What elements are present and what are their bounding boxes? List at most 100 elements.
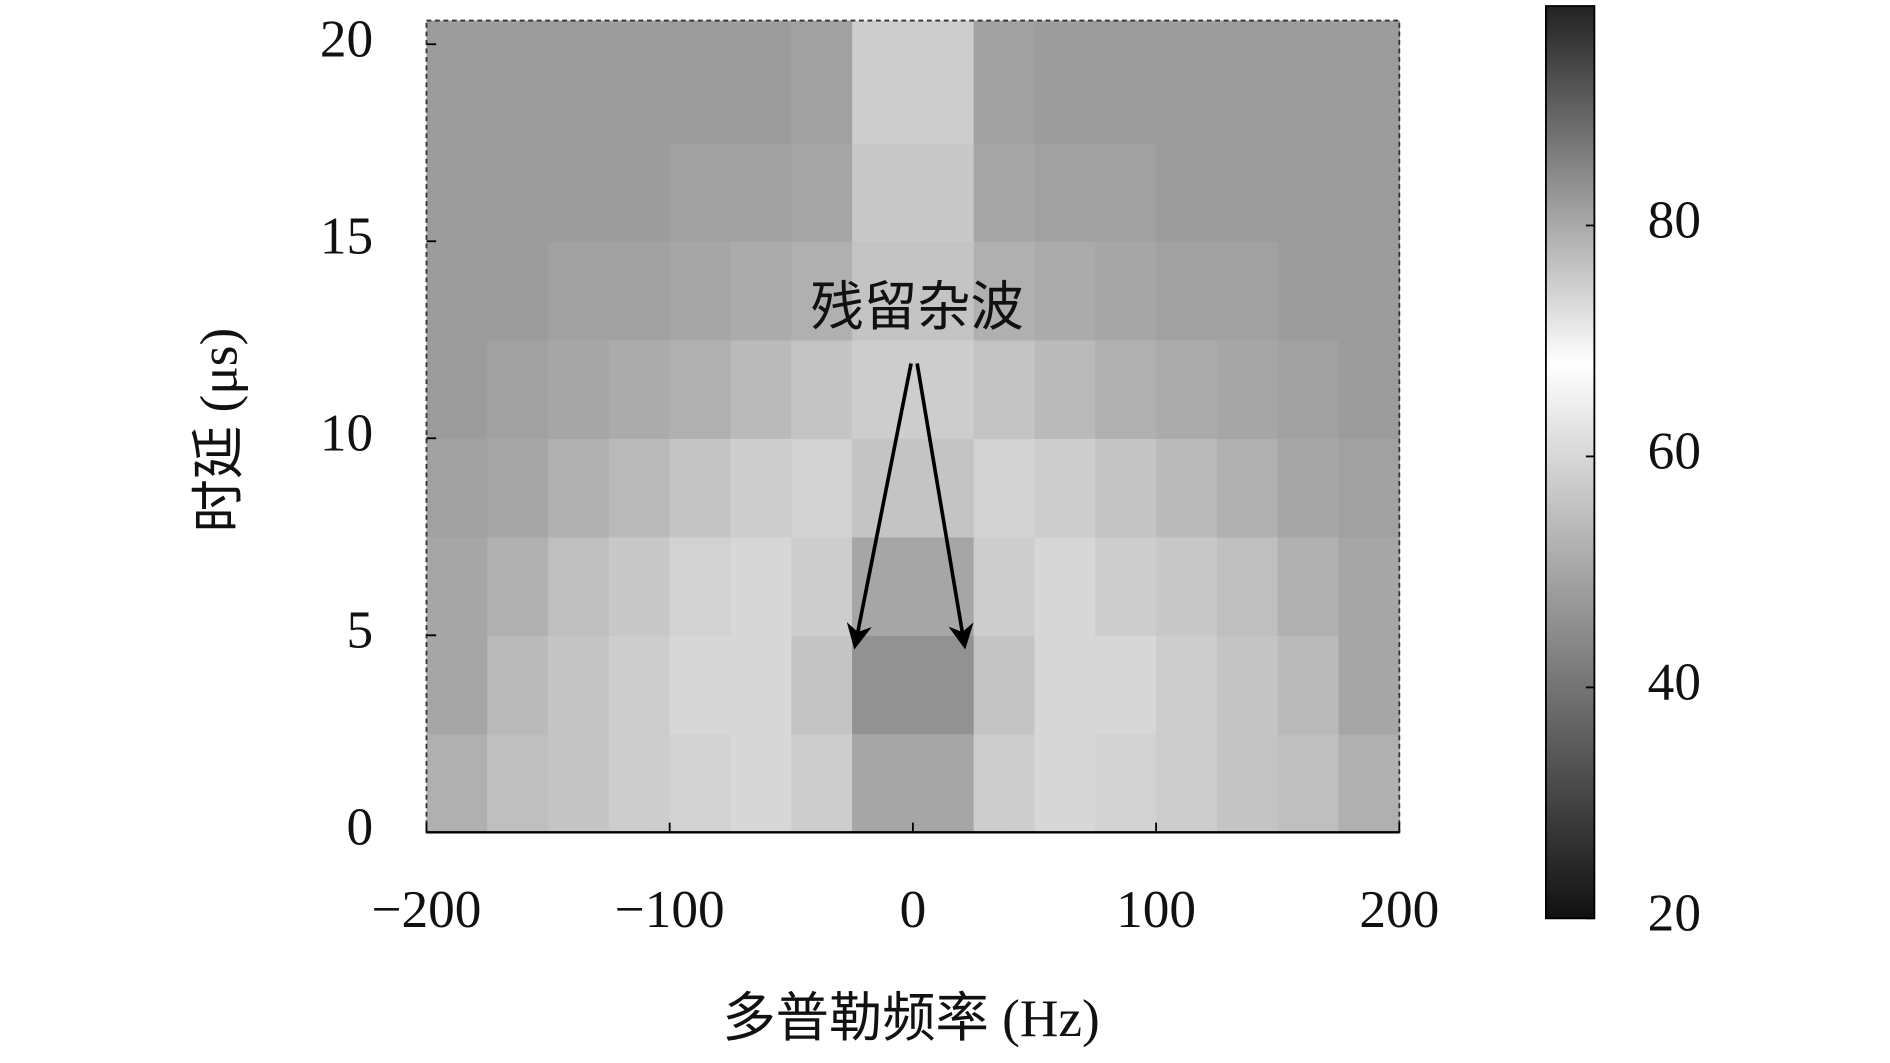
arrow [846, 363, 913, 650]
heatmap-cell [730, 536, 792, 636]
heatmap-cell [669, 635, 732, 735]
heatmap-cell [1216, 438, 1279, 538]
heatmap-cell [852, 339, 914, 439]
colorbar-tick-label: 40 [1648, 653, 1701, 712]
heatmap-cell [730, 438, 792, 538]
y-axis-label: 时延 (μs) [189, 328, 248, 533]
heatmap-cell [487, 142, 549, 242]
heatmap-cell [1338, 241, 1400, 341]
heatmap-cell [426, 142, 488, 242]
heatmap-cell [548, 241, 610, 341]
heatmap-cell [426, 536, 488, 636]
heatmap-cell [548, 20, 610, 144]
heatmap-cell [608, 536, 671, 636]
heatmap-cell [1156, 635, 1218, 735]
heatmap-cell [852, 142, 914, 242]
heatmap-cell [487, 241, 549, 341]
x-tick-label: 200 [1359, 880, 1439, 939]
heatmap-cell [1034, 339, 1096, 439]
heatmap-cell [1156, 142, 1218, 242]
heatmap-cell [608, 438, 671, 538]
y-tick-label: 5 [346, 601, 373, 660]
heatmap-cell [548, 339, 610, 439]
arrow [915, 363, 974, 650]
heatmap-cell [1216, 142, 1279, 242]
colorbar [1545, 5, 1596, 920]
heatmap-cell [730, 20, 792, 144]
heatmap-cell [548, 635, 610, 735]
y-tick-label: 10 [320, 404, 373, 463]
heatmap-cell [1338, 20, 1400, 144]
heatmap-cell [1095, 142, 1157, 242]
heatmap-cell [426, 339, 488, 439]
heatmap-cell [426, 20, 488, 144]
heatmap-cell [1034, 536, 1096, 636]
heatmap-cell [912, 142, 975, 242]
heatmap-cell [852, 20, 914, 144]
heatmap-cell [973, 142, 1036, 242]
heatmap-cell [1277, 142, 1340, 242]
heatmap-cell [973, 536, 1036, 636]
heatmap-cell [1216, 635, 1279, 735]
heatmap-cell [1156, 339, 1218, 439]
heatmap-cell [1034, 20, 1096, 144]
heatmap-cell [1338, 142, 1400, 242]
heatmap-cell [608, 339, 671, 439]
heatmap-cell [852, 438, 914, 538]
heatmap-cell [608, 241, 671, 341]
heatmap-cell [973, 241, 1036, 341]
heatmap-cell [1034, 438, 1096, 538]
heatmap-cell [608, 635, 671, 735]
heatmap-cell [791, 536, 853, 636]
heatmap-cell [973, 635, 1036, 735]
heatmap-cell [1095, 241, 1157, 341]
heatmap [426, 20, 1400, 833]
heatmap-cell [1216, 536, 1279, 636]
x-axis-label: 多普勒频率 (Hz) [722, 989, 1099, 1048]
heatmap-cell [487, 733, 549, 833]
heatmap-cell [426, 635, 488, 735]
heatmap-cell [1095, 635, 1157, 735]
heatmap-cell [669, 438, 732, 538]
heatmap-cell [1156, 20, 1218, 144]
heatmap-cell [852, 241, 914, 341]
heatmap-cell [548, 142, 610, 242]
heatmap-cell [608, 733, 671, 833]
heatmap-cell [669, 339, 732, 439]
heatmap-cell [1095, 20, 1157, 144]
heatmap-cell [426, 241, 488, 341]
heatmap-cell [1338, 536, 1400, 636]
y-tick-label: 0 [346, 798, 373, 857]
heatmap-cell [1277, 536, 1340, 636]
heatmap-cell [973, 339, 1036, 439]
y-tick-label: 15 [320, 206, 373, 265]
heatmap-cell [852, 536, 914, 636]
heatmap-cell [1277, 339, 1340, 439]
heatmap-cell [1338, 438, 1400, 538]
heatmap-cell [1216, 733, 1279, 833]
heatmap-cell [1095, 339, 1157, 439]
colorbar-tick-label: 80 [1648, 191, 1701, 250]
heatmap-cell [730, 733, 792, 833]
heatmap-cell [487, 20, 549, 144]
heatmap-cell [548, 438, 610, 538]
heatmap-cell [1034, 241, 1096, 341]
heatmap-cell [1277, 241, 1340, 341]
heatmap-cell [1034, 635, 1096, 735]
heatmap-cell [912, 536, 975, 636]
heatmap-cell [1156, 536, 1218, 636]
heatmap-cell [1156, 438, 1218, 538]
annotation: 残留杂波 [811, 278, 1024, 337]
heatmap-cell [426, 733, 488, 833]
heatmap-cell [487, 635, 549, 735]
heatmap-cell [791, 339, 853, 439]
heatmap-cell [1156, 733, 1218, 833]
heatmap-cell [973, 733, 1036, 833]
heatmap-cell [791, 733, 853, 833]
plot-frame [425, 19, 1401, 834]
heatmap-cell [669, 241, 732, 341]
heatmap-cell [426, 438, 488, 538]
heatmap-cell [1216, 20, 1279, 144]
heatmap-cell [1277, 635, 1340, 735]
